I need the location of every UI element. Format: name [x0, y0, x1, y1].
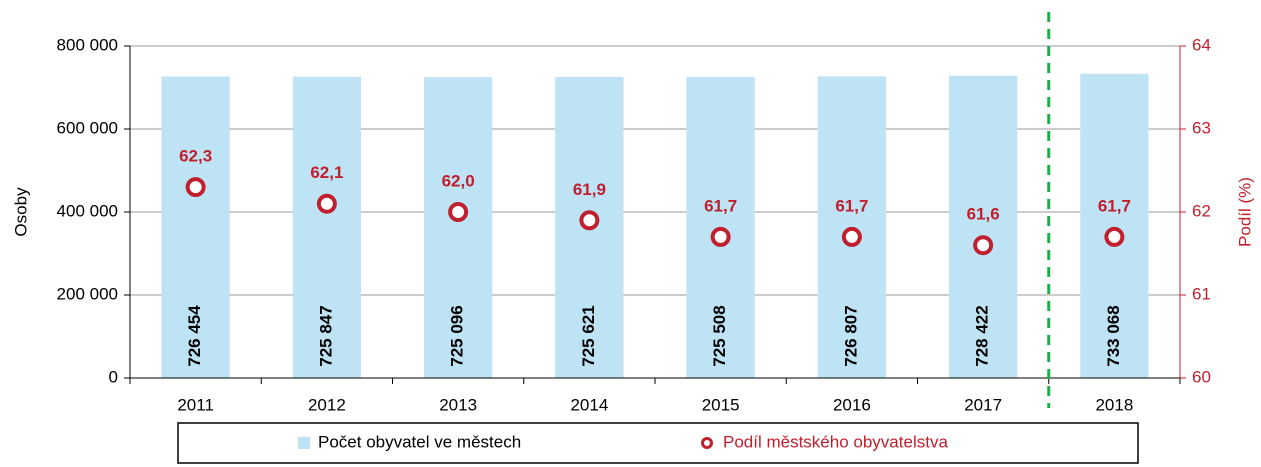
x-tick-label: 2012 — [308, 395, 346, 414]
point-value-label: 62,1 — [310, 163, 343, 182]
y2-tick-label: 63 — [1192, 118, 1211, 137]
x-tick-label: 2015 — [702, 395, 740, 414]
x-tick-label: 2017 — [964, 395, 1002, 414]
x-tick-label: 2011 — [177, 395, 214, 414]
legend-swatch — [701, 437, 713, 449]
bar-value-label: 725 621 — [579, 305, 598, 366]
bar-value-label: 725 508 — [710, 305, 729, 366]
bar — [161, 76, 230, 378]
bar — [424, 77, 493, 379]
legend-swatch — [298, 437, 310, 449]
x-tick-label: 2018 — [1095, 395, 1133, 414]
point-value-label: 61,7 — [1098, 196, 1131, 215]
bar-value-label: 733 068 — [1104, 305, 1123, 366]
x-tick-label: 2013 — [439, 395, 477, 414]
y-axis-title: Osoby — [11, 187, 30, 237]
marker — [579, 210, 600, 231]
y-tick-label: 0 — [109, 367, 118, 386]
y-tick-label: 600 000 — [57, 118, 118, 137]
bar-value-label: 726 454 — [185, 305, 204, 367]
bar — [949, 75, 1018, 379]
marker — [973, 235, 994, 256]
marker — [841, 226, 862, 247]
marker — [710, 226, 731, 247]
point-value-label: 61,9 — [573, 180, 606, 199]
y2-axis-title: Podíl (%) — [1235, 177, 1254, 247]
bar-value-label: 726 807 — [841, 305, 860, 366]
point-value-label: 62,0 — [442, 171, 475, 190]
bar — [1080, 73, 1149, 378]
y2-tick-label: 62 — [1192, 201, 1211, 220]
legend-box — [177, 422, 1139, 464]
y-tick-label: 200 000 — [57, 284, 118, 303]
bar — [292, 76, 361, 378]
legend-label: Počet obyvatel ve městech — [318, 432, 521, 451]
point-value-label: 61,7 — [704, 196, 737, 215]
x-tick-label: 2016 — [833, 395, 871, 414]
marker — [1104, 226, 1125, 247]
y2-tick-label: 61 — [1192, 284, 1211, 303]
point-value-label: 61,7 — [835, 196, 868, 215]
bar-value-label: 725 847 — [316, 305, 335, 366]
marker — [185, 177, 206, 198]
marker — [316, 193, 337, 214]
bar-value-label: 728 422 — [973, 305, 992, 366]
point-value-label: 62,3 — [179, 147, 212, 166]
y-tick-label: 400 000 — [57, 201, 118, 220]
legend-label: Podíl městského obyvatelstva — [723, 432, 948, 451]
x-tick-label: 2014 — [570, 395, 608, 414]
y2-tick-label: 64 — [1192, 35, 1211, 54]
point-value-label: 61,6 — [967, 205, 1000, 224]
marker — [448, 202, 469, 222]
y2-tick-label: 60 — [1192, 367, 1211, 386]
bar-value-label: 725 096 — [448, 305, 467, 366]
y-tick-label: 800 000 — [57, 35, 118, 54]
